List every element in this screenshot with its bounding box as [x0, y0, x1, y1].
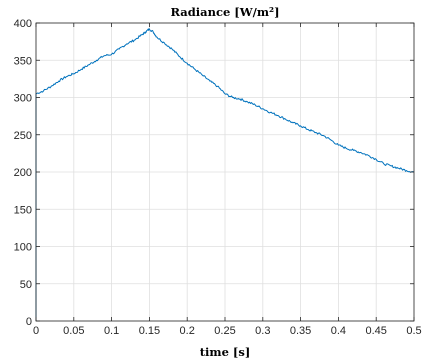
y-tick-label: 100	[14, 242, 32, 254]
y-tick-label: 350	[14, 55, 32, 67]
x-tick-label: 0.25	[214, 325, 235, 337]
y-tick-label: 0	[26, 316, 32, 328]
axis-ticks: 0 0.05 0.1 0.15 0.2 0.25 0.3 0.35 0.4 0.45 0.5 0 50 1…	[14, 18, 422, 337]
y-tick-label: 300	[14, 93, 32, 105]
y-tick-label: 200	[14, 167, 32, 179]
series-line	[35, 28, 415, 321]
y-tick-label: 50	[20, 279, 32, 291]
y-tick-label: 150	[14, 204, 32, 216]
chart-title: Radiance [W/m²]	[170, 5, 279, 19]
x-tick-label: 0.05	[63, 325, 84, 337]
x-tick-label: 0.1	[104, 325, 119, 337]
x-tick-label: 0.35	[290, 325, 311, 337]
x-axis-label: time [s]	[200, 345, 251, 359]
x-tick-label: 0.45	[365, 325, 386, 337]
x-tick-label: 0.15	[139, 325, 160, 337]
y-tick-label: 400	[14, 18, 32, 30]
x-tick-label: 0.3	[255, 325, 270, 337]
y-tick-label: 250	[14, 130, 32, 142]
x-tick-label: 0	[33, 325, 39, 337]
x-tick-label: 0.5	[406, 325, 421, 337]
series-group	[35, 28, 415, 321]
x-tick-label: 0.4	[331, 325, 346, 337]
x-tick-label: 0.2	[180, 325, 195, 337]
